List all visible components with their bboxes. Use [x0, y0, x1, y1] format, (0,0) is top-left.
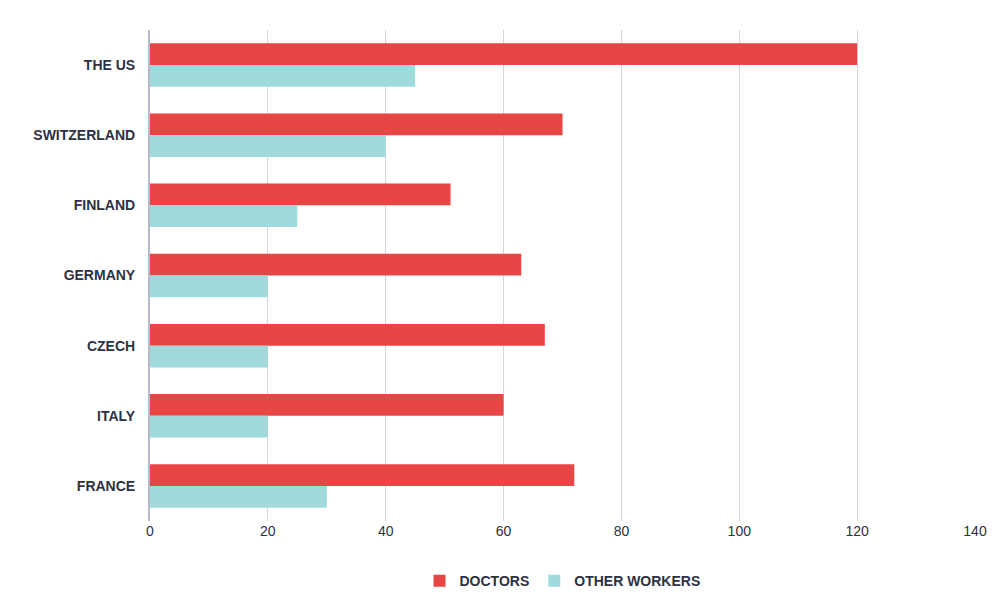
svg-text:ITALY: ITALY: [97, 408, 136, 424]
svg-text:CZECH: CZECH: [87, 338, 135, 354]
svg-text:100: 100: [728, 523, 752, 539]
svg-text:140: 140: [963, 523, 987, 539]
svg-text:0: 0: [146, 523, 154, 539]
svg-text:80: 80: [614, 523, 630, 539]
svg-text:120: 120: [845, 523, 869, 539]
svg-text:OTHER WORKERS: OTHER WORKERS: [574, 573, 700, 589]
svg-text:DOCTORS: DOCTORS: [460, 573, 530, 589]
svg-text:GERMANY: GERMANY: [64, 267, 136, 283]
svg-text:FRANCE: FRANCE: [77, 478, 135, 494]
svg-text:20: 20: [260, 523, 276, 539]
svg-text:FINLAND: FINLAND: [74, 197, 135, 213]
svg-text:60: 60: [496, 523, 512, 539]
svg-text:THE US: THE US: [84, 57, 135, 73]
svg-text:40: 40: [378, 523, 394, 539]
svg-text:SWITZERLAND: SWITZERLAND: [33, 127, 135, 143]
